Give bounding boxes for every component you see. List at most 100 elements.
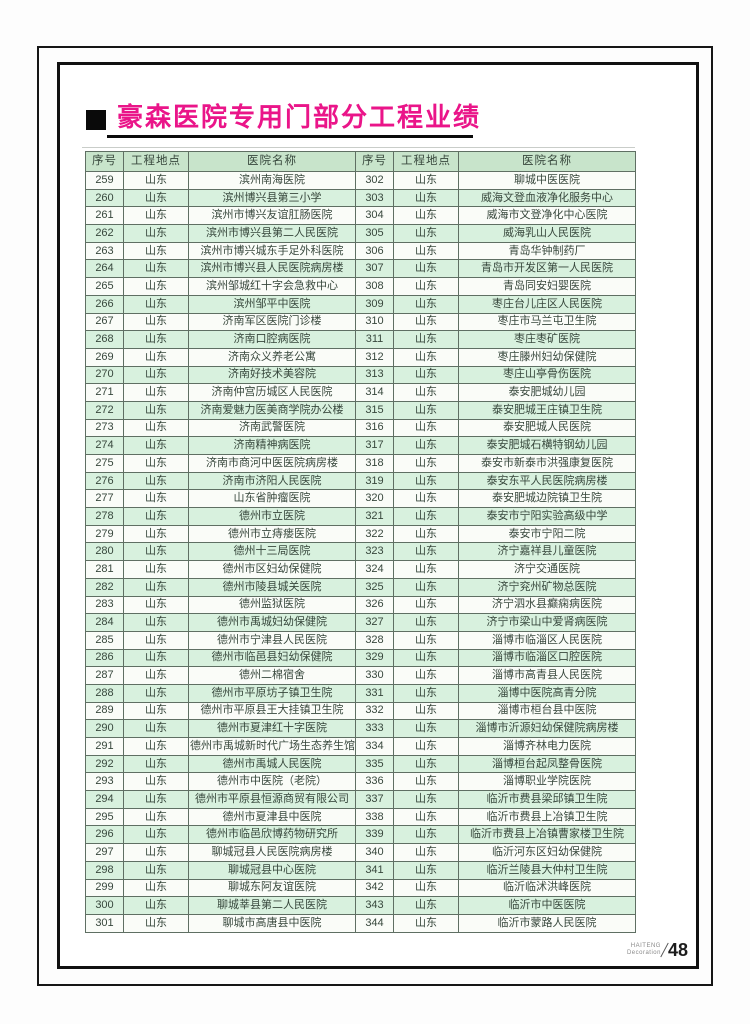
location-cell: 山东 — [393, 436, 459, 455]
table-row: 269 山东 济南众义养老公寓 312 山东 枣庄滕州妇幼保健院 — [85, 347, 636, 367]
hospital-name-cell: 聊城冠县人民医院病房楼 — [188, 843, 356, 862]
table-row: 278 山东 德州市立医院 321 山东 泰安市宁阳实验高级中学 — [85, 507, 636, 526]
table-row: 281 山东 德州市区妇幼保健院 324 山东 济宁交通医院 — [85, 560, 636, 579]
hospital-name-cell: 泰安肥城王庄镇卫生院 — [458, 400, 636, 420]
serial-number-cell: 268 — [85, 330, 124, 349]
location-cell: 山东 — [393, 454, 459, 473]
location-cell: 山东 — [123, 294, 189, 314]
column-header-right-0: 序号 — [355, 151, 394, 172]
serial-number-cell: 276 — [85, 471, 124, 491]
table-row: 286 山东 德州市临邑县妇幼保健院 329 山东 淄博市临淄区口腔医院 — [85, 648, 636, 668]
hospital-name-cell: 滨州市博兴城东手足外科医院 — [188, 241, 356, 261]
serial-number-cell: 330 — [355, 666, 394, 685]
hospital-name-cell: 德州监狱医院 — [188, 595, 356, 615]
serial-number-cell: 341 — [355, 860, 394, 880]
location-cell: 山东 — [393, 648, 459, 668]
hospital-name-cell: 泰安东平人民医院病房楼 — [458, 471, 636, 491]
hospital-name-cell: 临沂市费县梁邱镇卫生院 — [458, 790, 636, 809]
serial-number-cell: 271 — [85, 383, 124, 402]
location-cell: 山东 — [123, 259, 189, 279]
table-row: 290 山东 德州市夏津红十字医院 333 山东 淄博市沂源妇幼保健院病房楼 — [85, 719, 636, 738]
location-cell: 山东 — [393, 171, 459, 190]
hospital-name-cell: 青岛市开发区第一人民医院 — [458, 259, 636, 279]
location-cell: 山东 — [393, 400, 459, 420]
location-cell: 山东 — [393, 277, 459, 296]
location-cell: 山东 — [393, 878, 459, 898]
location-cell: 山东 — [393, 913, 459, 933]
serial-number-cell: 344 — [355, 913, 394, 933]
location-cell: 山东 — [123, 843, 189, 862]
hospital-name-cell: 临沂临沭洪峰医院 — [458, 878, 636, 898]
table-header-row: 序号 工程地点 医院名称 序号 工程地点 医院名称 — [85, 151, 636, 172]
footer-brand-text: HAITENG — [630, 943, 661, 949]
title-bullet-square-icon — [86, 110, 106, 130]
hospital-name-cell: 济南市商河中医医院病房楼 — [188, 454, 356, 473]
location-cell: 山东 — [393, 542, 459, 562]
hospital-name-cell: 德州市夏津县中医院 — [188, 807, 356, 827]
serial-number-cell: 320 — [355, 489, 394, 509]
table-row: 277 山东 山东省肿瘤医院 320 山东 泰安肥城边院镇卫生院 — [85, 489, 636, 509]
hospital-name-cell: 济宁嘉祥县儿童医院 — [458, 542, 636, 562]
hospital-name-cell: 临沂市费县上冶镇卫生院 — [458, 807, 636, 827]
serial-number-cell: 261 — [85, 206, 124, 226]
hospital-name-cell: 临沂市中医医院 — [458, 896, 636, 915]
serial-number-cell: 312 — [355, 347, 394, 367]
location-cell: 山东 — [123, 241, 189, 261]
page-number: 48 — [667, 940, 688, 960]
location-cell: 山东 — [123, 188, 189, 208]
location-cell: 山东 — [123, 754, 189, 774]
location-cell: 山东 — [123, 790, 189, 809]
table-row: 285 山东 德州市宁津县人民医院 328 山东 淄博市临淄区人民医院 — [85, 630, 636, 650]
location-cell: 山东 — [123, 913, 189, 933]
serial-number-cell: 321 — [355, 507, 394, 526]
hospital-name-cell: 聊城莘县第二人民医院 — [188, 896, 356, 915]
outer-border-frame — [37, 46, 713, 986]
hospital-name-cell: 淄博市桓台县中医院 — [458, 701, 636, 721]
hospital-name-cell: 泰安市宁阳实验高级中学 — [458, 507, 636, 526]
table-top-rule — [82, 147, 635, 148]
location-cell: 山东 — [393, 560, 459, 579]
serial-number-cell: 273 — [85, 418, 124, 438]
serial-number-cell: 323 — [355, 542, 394, 562]
hospital-name-cell: 德州市立痔瘘医院 — [188, 524, 356, 544]
hospital-name-cell: 德州市平原县王大挂镇卫生院 — [188, 701, 356, 721]
hospital-name-cell: 德州市临邑县妇幼保健院 — [188, 648, 356, 668]
location-cell: 山东 — [123, 860, 189, 880]
hospital-name-cell: 济宁交通医院 — [458, 560, 636, 579]
location-cell: 山东 — [393, 294, 459, 314]
hospital-name-cell: 滨州市博兴友谊肛肠医院 — [188, 206, 356, 226]
hospital-name-cell: 济宁泗水县癫痫病医院 — [458, 595, 636, 615]
hospital-name-cell: 滨州邹城红十字会急救中心 — [188, 277, 356, 296]
hospital-name-cell: 滨州市博兴县第二人民医院 — [188, 224, 356, 243]
location-cell: 山东 — [393, 206, 459, 226]
hospital-name-cell: 济南武警医院 — [188, 418, 356, 438]
serial-number-cell: 337 — [355, 790, 394, 809]
hospital-name-cell: 济南口腔病医院 — [188, 330, 356, 349]
hospital-name-cell: 淄博中医院高青分院 — [458, 683, 636, 703]
hospital-name-cell: 临沂市蒙路人民医院 — [458, 913, 636, 933]
hospital-name-cell: 滨州南海医院 — [188, 171, 356, 190]
hospital-name-cell: 德州二棉宿舍 — [188, 666, 356, 685]
hospital-name-cell: 德州市禹城人民医院 — [188, 754, 356, 774]
location-cell: 山东 — [393, 524, 459, 544]
location-cell: 山东 — [123, 613, 189, 632]
serial-number-cell: 301 — [85, 913, 124, 933]
location-cell: 山东 — [393, 595, 459, 615]
page-footer: HAITENG Decoration 48 — [627, 941, 688, 959]
table-row: 268 山东 济南口腔病医院 311 山东 枣庄枣矿医院 — [85, 330, 636, 349]
location-cell: 山东 — [123, 277, 189, 296]
column-header-left-2: 医院名称 — [188, 151, 356, 172]
footer-brand-subtext: Decoration — [626, 950, 661, 956]
serial-number-cell: 333 — [355, 719, 394, 738]
location-cell: 山东 — [393, 896, 459, 915]
location-cell: 山东 — [393, 807, 459, 827]
serial-number-cell: 284 — [85, 613, 124, 632]
table-row: 288 山东 德州市平原坊子镇卫生院 331 山东 淄博中医院高青分院 — [85, 683, 636, 703]
table-row: 291 山东 德州市禹城新时代广场生态养生馆 334 山东 淄博齐林电力医院 — [85, 737, 636, 756]
location-cell: 山东 — [393, 224, 459, 243]
table-row: 299 山东 聊城东阿友谊医院 342 山东 临沂临沭洪峰医院 — [85, 878, 636, 898]
serial-number-cell: 270 — [85, 365, 124, 385]
hospital-name-cell: 淄博市临淄区口腔医院 — [458, 648, 636, 668]
serial-number-cell: 335 — [355, 754, 394, 774]
